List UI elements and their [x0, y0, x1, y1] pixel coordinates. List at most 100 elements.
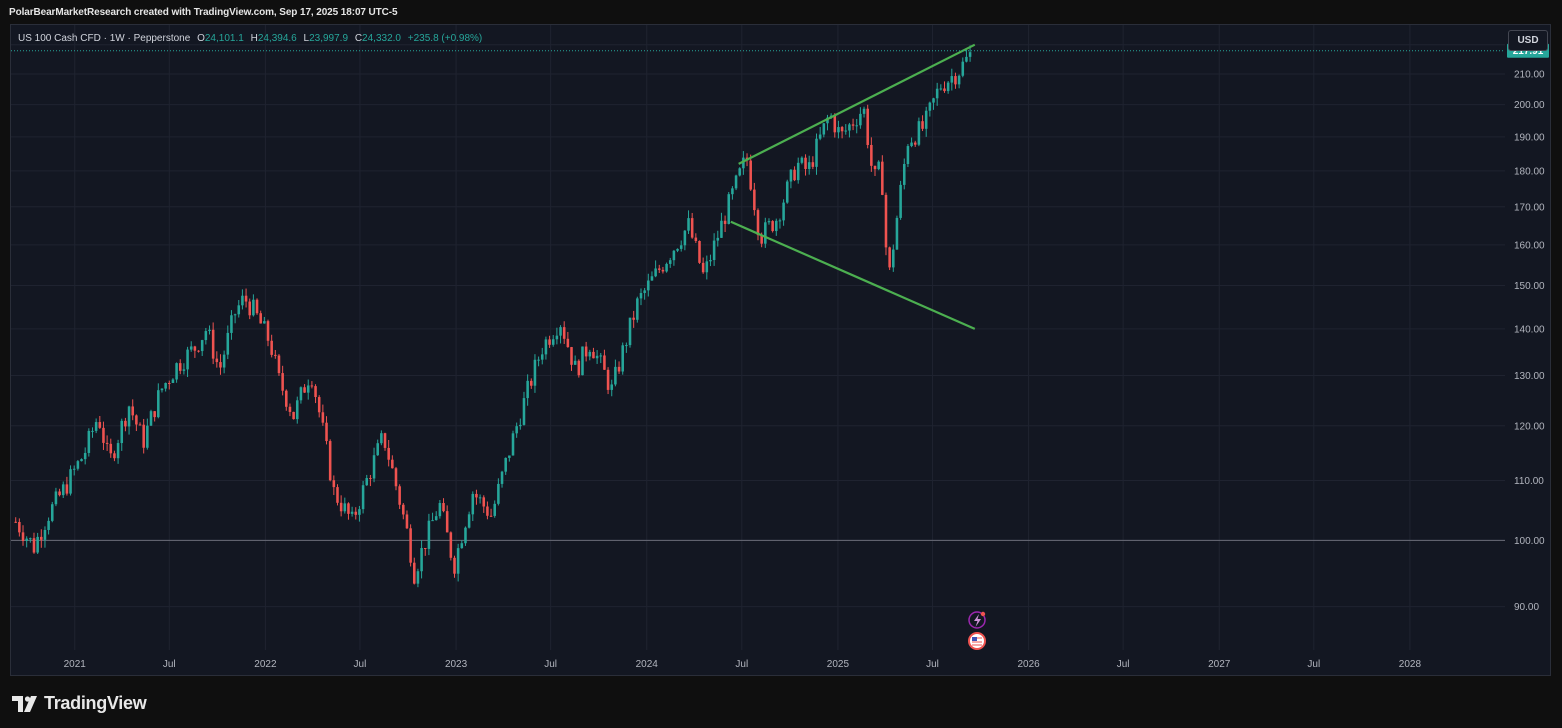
candle-body	[116, 443, 120, 459]
candle-body	[614, 366, 617, 385]
candle-body	[416, 571, 420, 584]
x-tick-label: Jul	[1117, 659, 1130, 670]
candle-body	[511, 433, 515, 456]
candle-body	[310, 385, 314, 387]
y-tick-label: 180.00	[1514, 166, 1545, 177]
candle-body	[723, 220, 727, 224]
candle-body	[135, 415, 138, 425]
candle-body	[427, 520, 431, 549]
tradingview-brand[interactable]: TradingView	[12, 693, 147, 714]
candle-body	[650, 276, 654, 281]
y-tick-label: 100.00	[1514, 536, 1545, 547]
candle-body	[376, 443, 379, 456]
candle-body	[80, 459, 83, 462]
candle-body	[325, 422, 328, 442]
y-tick-label: 210.00	[1514, 69, 1545, 80]
open-label: O	[197, 33, 205, 44]
candle-body	[149, 411, 153, 426]
candle-body	[800, 157, 804, 163]
candle-body	[339, 502, 343, 512]
y-tick-label: 160.00	[1514, 240, 1545, 251]
candle-body	[694, 237, 698, 241]
candle-body	[727, 194, 731, 224]
brand-name: TradingView	[44, 693, 147, 713]
candle-body	[420, 548, 423, 572]
candle-body	[36, 536, 39, 553]
candle-body	[361, 485, 365, 510]
candle-body	[665, 263, 668, 272]
event-markers	[968, 611, 986, 650]
candle-body	[442, 503, 445, 512]
candle-body	[599, 355, 603, 357]
close-value: 24,332.0	[362, 33, 401, 44]
lower-trendline	[730, 220, 976, 330]
candle-body	[332, 480, 336, 488]
candle-body	[625, 345, 628, 347]
candle-body	[25, 538, 28, 541]
candle-body	[522, 398, 526, 425]
candle-body	[120, 420, 124, 444]
y-tick-label: 110.00	[1514, 476, 1544, 487]
candle-body	[756, 210, 760, 236]
candle-body	[303, 387, 306, 393]
candle-body	[292, 411, 295, 420]
candle-body	[237, 305, 241, 315]
candle-body	[782, 202, 785, 221]
candle-body	[87, 430, 91, 453]
candle-body	[712, 240, 716, 261]
candle-body	[281, 373, 284, 391]
candle-body	[274, 354, 277, 356]
candle-body	[383, 433, 387, 448]
candle-body	[657, 268, 661, 270]
candle-body	[548, 339, 551, 345]
candle-body	[445, 511, 449, 533]
candle-body	[566, 338, 570, 348]
candle-body	[460, 543, 464, 549]
candle-body	[954, 76, 957, 85]
candle-body	[906, 146, 910, 164]
candle-body	[69, 469, 72, 494]
y-tick-label: 90.00	[1514, 602, 1539, 613]
candle-body	[72, 468, 76, 470]
symbol-legend: US 100 Cash CFD · 1W · Pepperstone O24,1…	[18, 33, 486, 44]
y-axis: 90.00 100.00 110.00 120.00 130.00 140.00 150.0…	[1514, 40, 1545, 613]
candle-body	[606, 369, 610, 390]
candle-body	[676, 248, 679, 251]
candle-body	[668, 260, 672, 264]
candle-body	[855, 125, 859, 127]
candle-body	[559, 327, 562, 336]
candle-body	[277, 355, 281, 374]
candle-body	[592, 351, 595, 359]
trendlines-group	[730, 43, 976, 330]
candle-body	[705, 261, 709, 273]
candle-body	[760, 235, 763, 244]
candle-body	[369, 478, 372, 480]
candle-body	[639, 293, 643, 299]
candle-body	[526, 380, 529, 399]
candle-body	[372, 455, 376, 479]
x-tick-label: 2024	[636, 659, 659, 670]
candle-body	[255, 299, 259, 314]
candle-body	[354, 511, 358, 515]
candle-body	[91, 430, 94, 432]
candle-body	[683, 230, 687, 246]
grid-lines	[11, 25, 1505, 650]
candle-body	[771, 221, 774, 232]
candle-body	[584, 346, 588, 357]
candle-body	[219, 362, 222, 368]
candle-body	[200, 340, 204, 352]
chart-frame[interactable]	[10, 24, 1551, 676]
candle-body	[804, 157, 807, 169]
candle-body	[932, 98, 935, 103]
candle-body	[570, 347, 573, 365]
candle-body	[94, 422, 98, 431]
candle-body	[720, 220, 723, 238]
candle-body	[500, 471, 504, 484]
candle-body	[18, 522, 21, 533]
candle-body	[486, 506, 489, 516]
candle-body	[32, 538, 36, 553]
currency-button[interactable]: USD	[1508, 30, 1548, 51]
candle-body	[347, 503, 350, 514]
candle-body	[621, 345, 624, 372]
